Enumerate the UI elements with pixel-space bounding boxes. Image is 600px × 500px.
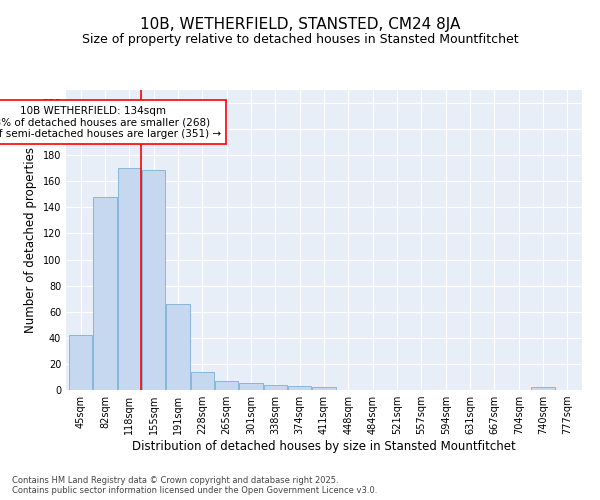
Text: Contains HM Land Registry data © Crown copyright and database right 2025.
Contai: Contains HM Land Registry data © Crown c… bbox=[12, 476, 377, 495]
Bar bbox=[264, 385, 287, 390]
Bar bbox=[142, 170, 165, 390]
Bar bbox=[94, 197, 116, 390]
Bar bbox=[215, 381, 238, 390]
Bar bbox=[166, 304, 190, 390]
Bar bbox=[239, 384, 263, 390]
Text: 10B WETHERFIELD: 134sqm
← 43% of detached houses are smaller (268)
57% of semi-d: 10B WETHERFIELD: 134sqm ← 43% of detache… bbox=[0, 106, 221, 139]
Bar bbox=[191, 372, 214, 390]
Text: 10B, WETHERFIELD, STANSTED, CM24 8JA: 10B, WETHERFIELD, STANSTED, CM24 8JA bbox=[140, 18, 460, 32]
Bar bbox=[313, 388, 335, 390]
Text: Size of property relative to detached houses in Stansted Mountfitchet: Size of property relative to detached ho… bbox=[82, 32, 518, 46]
Bar bbox=[118, 168, 141, 390]
Bar bbox=[69, 335, 92, 390]
Y-axis label: Number of detached properties: Number of detached properties bbox=[24, 147, 37, 333]
Bar bbox=[532, 388, 554, 390]
Bar bbox=[288, 386, 311, 390]
X-axis label: Distribution of detached houses by size in Stansted Mountfitchet: Distribution of detached houses by size … bbox=[132, 440, 516, 453]
